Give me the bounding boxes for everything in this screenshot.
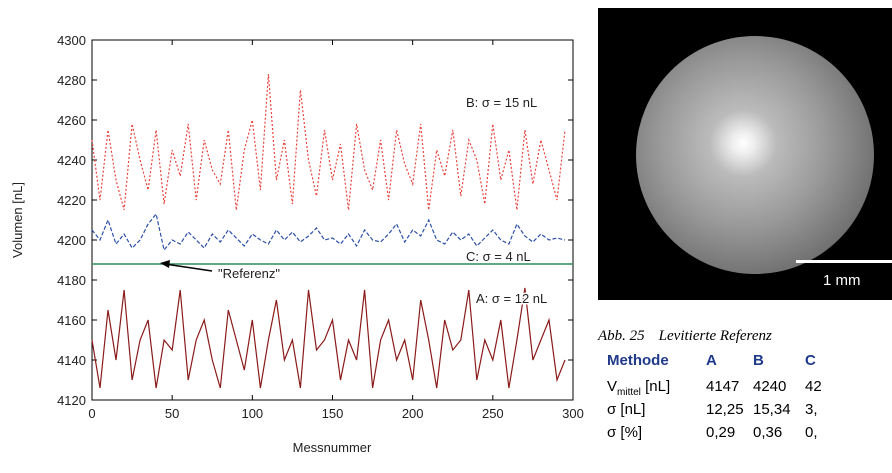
sphere-image: 1 mm <box>598 8 892 300</box>
y-tick-label: 4220 <box>57 193 86 208</box>
row-label-part: [nL] <box>640 378 671 395</box>
caption: Abb. 25 Levitierte Referenz <box>598 328 772 345</box>
header-cell: Methode <box>607 352 669 369</box>
y-tick-label: 4280 <box>57 73 86 88</box>
header-cell: C <box>805 352 816 369</box>
table-cell: 4240 <box>753 378 787 395</box>
arrow-head <box>160 260 170 268</box>
caption-number: Abb. 25 <box>598 328 645 344</box>
x-axis-label: Messnummer <box>293 440 372 455</box>
header-cell: A <box>706 352 717 369</box>
chart: Messnummer Volumen [nL] 4120 4140 4160 4180… <box>10 33 584 455</box>
table-cell: 12,25 <box>706 401 744 418</box>
table-cell: 4147 <box>706 378 740 395</box>
table-cell: 42 <box>805 378 822 395</box>
plot-frame <box>91 39 574 401</box>
row-label: Vmittel [nL] <box>607 378 670 398</box>
table-cell: 0,36 <box>753 424 783 441</box>
series-label: A: σ = 12 nL <box>476 291 547 306</box>
table-cell: 3, <box>805 401 818 418</box>
series-line <box>91 212 566 252</box>
y-tick-label: 4180 <box>57 273 86 288</box>
row-label-part: mittel <box>617 387 641 398</box>
series-line <box>91 73 566 211</box>
y-tick-label: 4120 <box>57 393 86 408</box>
x-tick-label: 250 <box>482 406 504 421</box>
y-tick-label: 4240 <box>57 153 86 168</box>
y-tick-label: 4140 <box>57 353 86 368</box>
y-tick-label: 4300 <box>57 33 86 48</box>
reference-arrow <box>164 263 213 272</box>
reference-label: "Referenz" <box>218 266 280 281</box>
series-label: C: σ = 4 nL <box>466 249 531 264</box>
row-label: σ [nL] <box>607 401 645 418</box>
scale-label: 1 mm <box>823 272 861 289</box>
row-label-part: V <box>607 378 618 395</box>
scale-bar <box>796 260 892 263</box>
x-tick-label: 300 <box>562 406 584 421</box>
table-cell: 0, <box>805 424 818 441</box>
header-cell: B <box>753 352 764 369</box>
y-tick-label: 4160 <box>57 313 86 328</box>
caption-text: Levitierte Referenz <box>658 328 772 344</box>
series-line <box>91 287 566 389</box>
y-axis-label: Volumen [nL] <box>10 182 25 258</box>
row-label-part: σ [%] <box>607 424 643 441</box>
table-cell: 15,34 <box>753 401 791 418</box>
x-tick-label: 100 <box>241 406 263 421</box>
sphere <box>636 36 874 274</box>
table-cell: 0,29 <box>706 424 736 441</box>
series-label: B: σ = 15 nL <box>466 95 537 110</box>
x-tick-label: 200 <box>402 406 424 421</box>
y-tick-label: 4260 <box>57 113 86 128</box>
x-tick-label: 150 <box>322 406 344 421</box>
row-label-part: σ [nL] <box>607 401 646 418</box>
y-tick-label: 4200 <box>57 233 86 248</box>
row-label: σ [%] <box>607 424 642 441</box>
x-tick-label: 0 <box>88 406 95 421</box>
x-tick-label: 50 <box>165 406 179 421</box>
